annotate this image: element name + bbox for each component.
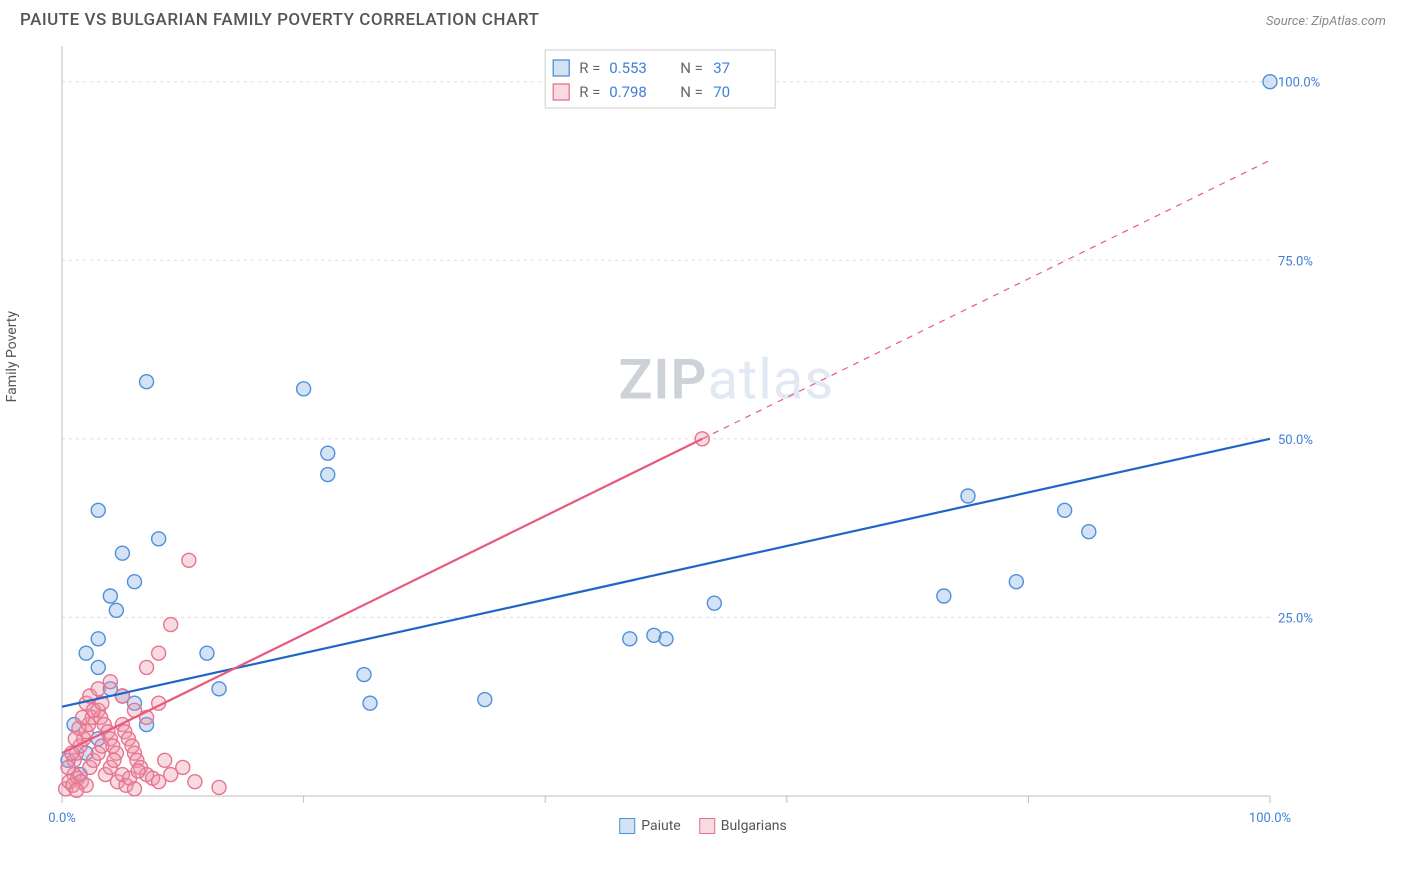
data-point [152,532,166,546]
data-point [109,603,123,617]
data-point [623,632,637,646]
data-point [212,682,226,696]
data-point [961,489,975,503]
legend-label: Bulgarians [721,818,787,834]
data-point [152,646,166,660]
legend-swatch [699,818,715,834]
legend-item: Bulgarians [699,818,787,834]
data-point [1263,75,1277,89]
data-point [164,768,178,782]
data-point [707,596,721,610]
data-point [1009,575,1023,589]
x-tick-label: 0.0% [48,811,76,826]
stat-r-label: R = [579,83,600,101]
data-point [69,783,83,797]
data-point [478,693,492,707]
data-point [937,589,951,603]
data-point [200,646,214,660]
y-axis-label: Family Poverty [4,311,20,402]
data-point [1082,525,1096,539]
data-point [91,660,105,674]
data-point [131,764,145,778]
legend-item: Paiute [619,818,681,834]
data-point [158,753,172,767]
data-point [182,553,196,567]
stat-r-value: 0.798 [609,83,647,101]
stat-swatch [553,60,569,76]
stat-r-value: 0.553 [609,59,647,77]
legend-swatch [619,818,635,834]
trend-line [62,439,1270,707]
chart-header: PAIUTE VS BULGARIAN FAMILY POVERTY CORRE… [0,0,1406,36]
data-point [127,575,141,589]
data-point [140,375,154,389]
y-tick-label: 100.0% [1278,76,1320,91]
data-point [321,446,335,460]
data-point [1058,503,1072,517]
stat-n-label: N = [680,59,703,77]
data-point [95,739,109,753]
data-point [91,503,105,517]
data-point [79,646,93,660]
y-tick-label: 25.0% [1278,611,1313,626]
data-point [164,618,178,632]
data-point [659,632,673,646]
stat-n-value: 70 [713,83,730,101]
stat-n-value: 37 [713,59,730,77]
data-point [212,780,226,794]
data-point [357,668,371,682]
legend-label: Paiute [641,818,681,834]
data-point [363,696,377,710]
chart-area: Family Poverty 25.0%50.0%75.0%100.0%0.0%… [20,40,1386,840]
watermark: ZIPatlas [619,347,835,413]
trend-line [62,439,702,753]
stat-n-label: N = [680,83,703,101]
data-point [61,760,75,774]
chart-title: PAIUTE VS BULGARIAN FAMILY POVERTY CORRE… [20,10,539,30]
data-point [188,775,202,789]
chart-source: Source: ZipAtlas.com [1266,14,1386,29]
x-tick-label: 100.0% [1249,811,1291,826]
data-point [321,468,335,482]
data-point [107,753,121,767]
data-point [140,660,154,674]
legend-bottom: Paiute Bulgarians [619,818,787,834]
data-point [103,589,117,603]
data-point [297,382,311,396]
y-tick-label: 50.0% [1278,433,1313,448]
scatter-plot: 25.0% 50.0% 75.0% 100.0% 0.0% 100.0% ZIPatlas R… [20,40,1350,840]
data-point [115,546,129,560]
data-point [103,675,117,689]
stat-r-label: R = [579,59,600,77]
data-point [127,782,141,796]
data-point [115,689,129,703]
data-point [91,632,105,646]
stat-swatch [553,84,569,100]
y-tick-label: 75.0% [1278,254,1313,269]
